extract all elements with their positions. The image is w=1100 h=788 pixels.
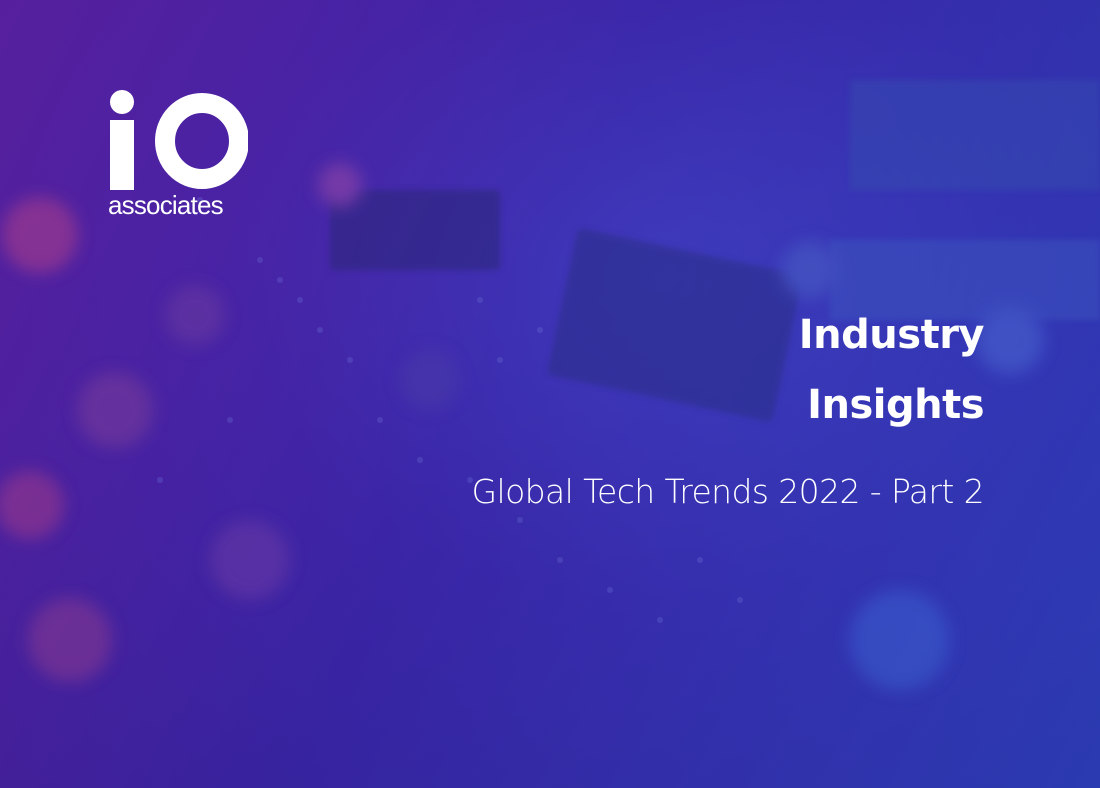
capacitor-shapes	[0, 163, 1044, 690]
chip-shape	[330, 80, 1100, 422]
trace-dots	[157, 197, 743, 623]
logo-subtitle: associates	[108, 190, 224, 220]
page-subtitle: Global Tech Trends 2022 - Part 2	[471, 472, 985, 511]
company-logo: associates	[108, 88, 248, 228]
title-line-1: Industry	[798, 312, 985, 358]
io-logo-mark	[110, 90, 248, 190]
page-title: Industry Insights	[284, 300, 985, 440]
title-line-2: Insights	[807, 382, 984, 428]
